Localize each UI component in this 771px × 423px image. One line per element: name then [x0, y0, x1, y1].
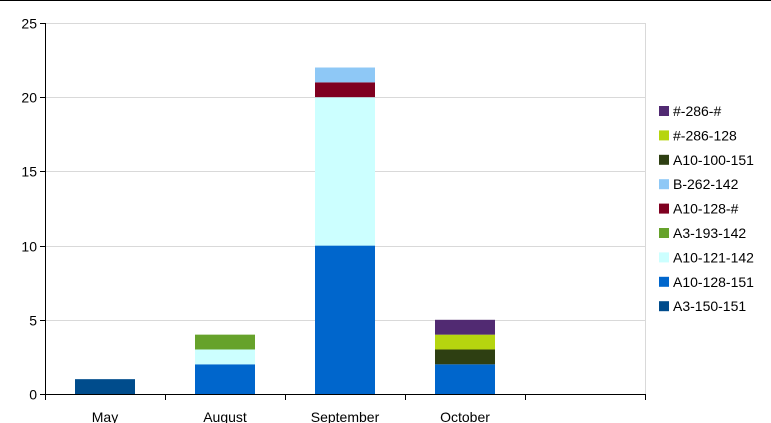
y-tick-label: 20 [21, 90, 37, 106]
bar-segment [435, 349, 495, 365]
legend-swatch [659, 252, 669, 263]
y-tick-label: 15 [21, 164, 37, 180]
x-category-label: May [92, 409, 118, 423]
bar-segment [315, 245, 375, 394]
bar-segment [315, 67, 375, 83]
bar-segment [195, 349, 255, 365]
bar-segment [195, 334, 255, 350]
legend-label: #-286-# [673, 103, 721, 119]
y-tick-label: 0 [29, 387, 37, 403]
legend: #-286-# #-286-128 A10-100-151 B-262-142 A10-… [659, 103, 754, 314]
legend-swatch [659, 228, 669, 238]
legend-swatch [659, 179, 669, 190]
legend-label: #-286-128 [673, 127, 737, 143]
bar-segment [435, 319, 495, 335]
bar-segment [315, 82, 375, 98]
x-category-labels: May August September October [92, 409, 490, 423]
y-tick-labels: 0 5 10 15 20 25 [21, 16, 37, 403]
legend-swatch [659, 130, 669, 141]
legend-label: A10-128-# [673, 201, 739, 217]
y-tick-label: 10 [21, 239, 37, 255]
legend-label: B-262-142 [673, 176, 739, 192]
legend-label: A3-150-151 [673, 298, 746, 314]
bar-segment [315, 97, 375, 246]
bar-segment [75, 379, 135, 394]
legend-label: A3-193-142 [673, 225, 746, 241]
legend-label: A10-128-151 [673, 274, 754, 290]
legend-label: A10-100-151 [673, 152, 754, 168]
legend-label: A10-121-142 [673, 249, 754, 265]
y-tick-label: 5 [29, 313, 37, 329]
bar-segment [435, 334, 495, 350]
x-category-label: September [311, 409, 380, 423]
x-category-label: August [203, 409, 247, 423]
legend-swatch [659, 154, 669, 165]
legend-swatch [659, 106, 669, 116]
bar-segment [195, 364, 255, 394]
bar-segment [435, 364, 495, 394]
legend-swatch [659, 203, 669, 214]
y-tick-label: 25 [21, 16, 37, 32]
legend-swatch [659, 276, 669, 287]
x-category-label: October [440, 409, 490, 423]
legend-swatch [659, 301, 669, 312]
axes [40, 23, 646, 400]
bar-stacks [75, 67, 495, 394]
